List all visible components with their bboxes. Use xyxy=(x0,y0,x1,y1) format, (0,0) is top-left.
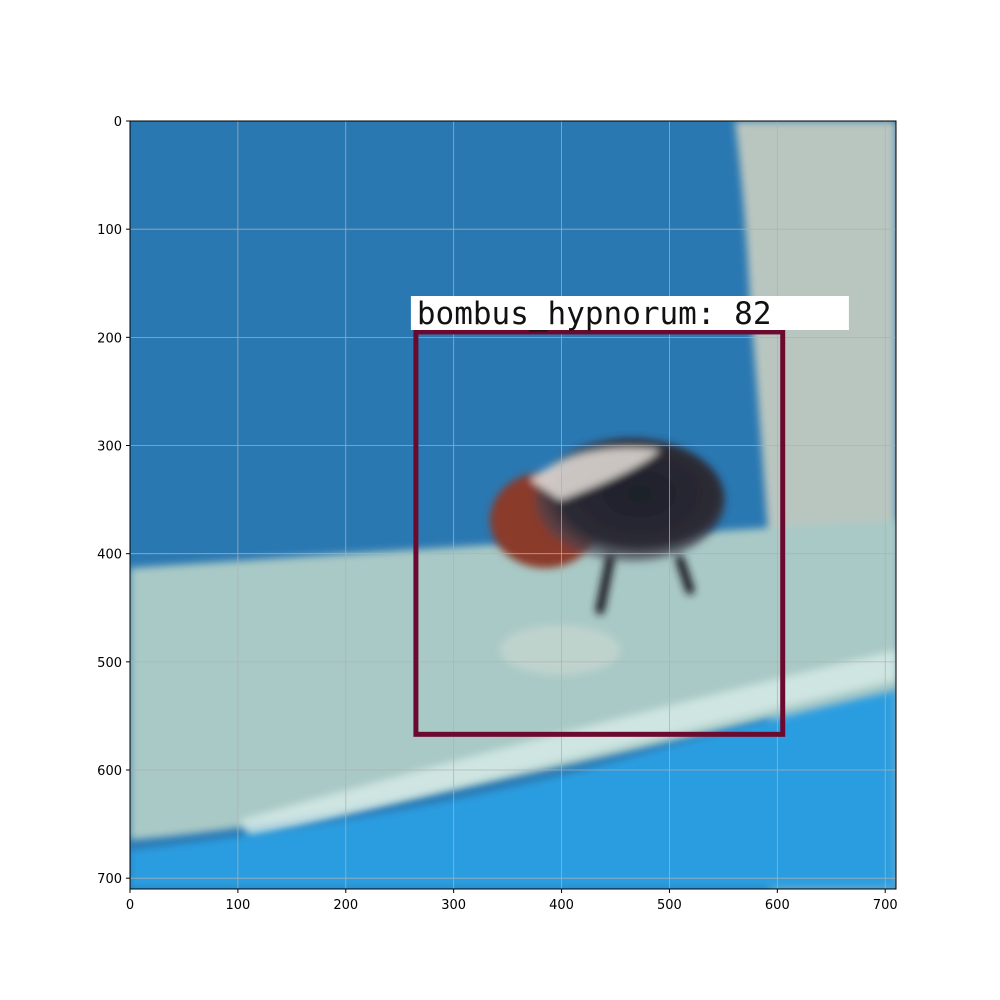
bottom-blue xyxy=(130,690,896,889)
y-tick-label: 700 xyxy=(97,872,122,887)
x-tick-label: 200 xyxy=(333,898,358,913)
x-tick-label: 0 xyxy=(126,898,134,913)
axes-frame xyxy=(129,120,897,890)
y-tick-label: 400 xyxy=(97,548,122,563)
x-tick-label: 300 xyxy=(441,898,466,913)
photo xyxy=(130,121,896,889)
detection-label-bg xyxy=(410,296,849,330)
x-tick-label: 100 xyxy=(225,898,250,913)
detection-box xyxy=(413,329,786,737)
y-tick-label: 600 xyxy=(97,764,122,779)
x-tick-label: 400 xyxy=(549,898,574,913)
y-tick-label: 0 xyxy=(114,115,122,130)
y-tick-label: 500 xyxy=(97,656,122,671)
glass-floor xyxy=(130,520,896,840)
y-axis: 0 100 200 300 400 500 600 700 xyxy=(97,115,130,887)
x-tick-label: 500 xyxy=(657,898,682,913)
detection-label: bombus_hypnorum: 82 xyxy=(417,296,772,332)
y-tick-label: 100 xyxy=(97,223,122,238)
x-axis: 0 100 200 300 400 500 600 700 xyxy=(126,889,898,913)
x-tick-label: 700 xyxy=(873,898,898,913)
y-tick-label: 300 xyxy=(97,440,122,455)
x-tick-label: 600 xyxy=(765,898,790,913)
floor-highlight xyxy=(240,650,896,840)
y-tick-label: 200 xyxy=(97,331,122,346)
bumblebee xyxy=(490,438,725,675)
